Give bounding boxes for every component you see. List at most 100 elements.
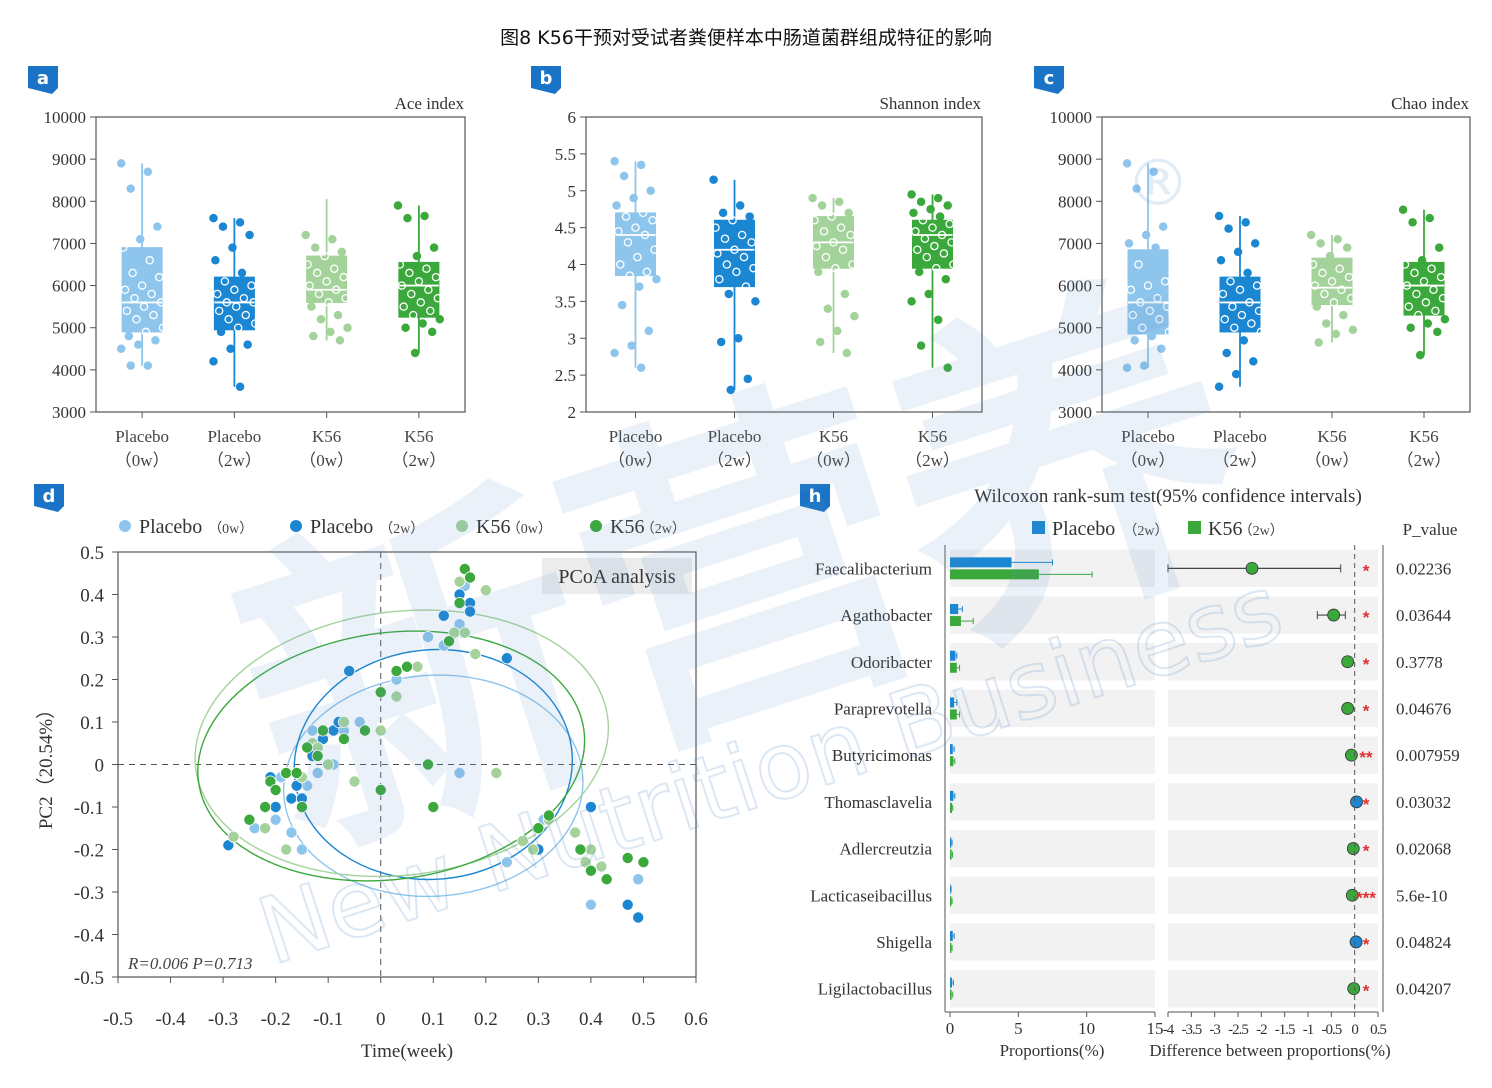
- legend-label: Placebo: [310, 516, 373, 538]
- legend-item: Placebo （2w）: [1032, 518, 1169, 540]
- x-tick-label: K56: [819, 427, 848, 446]
- data-point: [909, 208, 918, 218]
- x-tick-sublabel: （2w）: [707, 451, 762, 470]
- x-tick-label: -4: [1163, 1022, 1175, 1038]
- data-point: [120, 285, 130, 295]
- data-point: [305, 281, 314, 290]
- y-tick-label: 0: [95, 756, 105, 777]
- difference-point: [1245, 561, 1259, 575]
- legend-marker: [290, 520, 302, 532]
- scatter-point: [269, 813, 282, 826]
- row-band-right: [1168, 829, 1378, 868]
- scatter-point: [579, 856, 592, 869]
- data-point: [335, 336, 345, 345]
- panel-title: Ace index: [395, 94, 465, 113]
- box-group: [301, 199, 352, 345]
- scatter-point: [290, 779, 303, 792]
- bar-placebo: [950, 790, 954, 801]
- legend-item: K56（2w）: [590, 516, 686, 538]
- data-point: [1149, 167, 1158, 177]
- taxon-label: Lacticaseibacillus: [810, 886, 932, 905]
- data-point: [918, 215, 928, 225]
- confidence-ellipse: [282, 674, 584, 898]
- y-tick-label: 7000: [52, 234, 86, 253]
- data-point: [433, 293, 443, 303]
- box: [1403, 261, 1445, 316]
- data-point: [316, 315, 326, 324]
- data-point: [395, 260, 405, 269]
- data-point: [838, 245, 848, 254]
- x-tick-label: K56: [312, 427, 341, 446]
- data-point: [842, 348, 852, 358]
- plot-frame: [1101, 116, 1471, 413]
- y-tick-label: 3000: [1058, 403, 1092, 422]
- x-tick-label: 0.5: [632, 1009, 656, 1030]
- data-point: [850, 311, 859, 321]
- difference-point: [1347, 982, 1361, 996]
- x-tick-label: 0.3: [526, 1009, 550, 1030]
- x-tick-label: Placebo: [115, 427, 169, 446]
- badge-tail: [1034, 88, 1064, 94]
- watermark-registered-mark: ®: [1126, 147, 1190, 221]
- data-point: [1433, 327, 1442, 337]
- scatter-point: [600, 873, 613, 886]
- data-point: [431, 272, 441, 282]
- legend-sublabel: （0w）: [208, 521, 253, 537]
- data-point: [1408, 218, 1417, 227]
- x-tick-label: -1.5: [1275, 1022, 1295, 1038]
- taxon-label: Paraprevotella: [834, 699, 933, 718]
- taxon-label: Thomasclavelia: [824, 793, 932, 812]
- scatter-point: [290, 767, 303, 780]
- y-tick-label: 7000: [1058, 234, 1092, 253]
- difference-point: [1341, 655, 1355, 669]
- y-tick-label: 5000: [1058, 319, 1092, 338]
- legend-marker: [590, 520, 602, 532]
- data-point: [211, 256, 220, 265]
- data-point: [930, 241, 939, 251]
- scatter-point: [574, 843, 587, 856]
- badge-label: d: [43, 486, 56, 507]
- data-point: [734, 333, 743, 343]
- data-point: [427, 327, 437, 337]
- row-band-right: [1168, 876, 1378, 914]
- scatter-point: [621, 898, 634, 911]
- data-point: [1423, 319, 1433, 328]
- data-point: [907, 190, 916, 199]
- data-point: [629, 193, 638, 203]
- data-point: [640, 230, 650, 240]
- data-point: [625, 271, 635, 280]
- data-point: [741, 282, 751, 291]
- data-point: [1429, 285, 1438, 295]
- data-point: [1153, 293, 1162, 303]
- data-point: [1218, 289, 1228, 299]
- data-point: [844, 208, 853, 218]
- data-point: [1414, 310, 1423, 320]
- row-band-right: [1168, 923, 1378, 961]
- badge-label: h: [809, 486, 822, 507]
- data-point: [1402, 281, 1412, 290]
- data-point: [397, 281, 407, 290]
- data-point: [840, 289, 850, 299]
- x-tick-label: K56: [918, 427, 947, 446]
- data-point: [310, 243, 320, 252]
- data-point: [416, 298, 426, 307]
- data-point: [412, 251, 422, 261]
- x-tick-label: -0.5: [103, 1009, 133, 1030]
- scatter-point: [390, 665, 403, 678]
- data-point: [1306, 230, 1316, 240]
- x-tick-label: 0.2: [474, 1009, 498, 1030]
- data-point: [116, 344, 126, 354]
- badge-tail: [34, 506, 64, 512]
- p-value: 5.6e-10: [1396, 886, 1447, 905]
- data-point: [636, 363, 646, 372]
- box-group: [610, 156, 661, 372]
- data-point: [726, 385, 735, 395]
- y-tick-label: 0.4: [80, 586, 104, 607]
- y-tick-label: 2.5: [555, 366, 576, 385]
- data-point: [646, 186, 655, 195]
- data-point: [128, 268, 137, 278]
- data-point: [243, 340, 252, 349]
- y-tick-label: 3000: [52, 403, 86, 422]
- box-group: [116, 159, 168, 370]
- scatter-point: [337, 716, 350, 729]
